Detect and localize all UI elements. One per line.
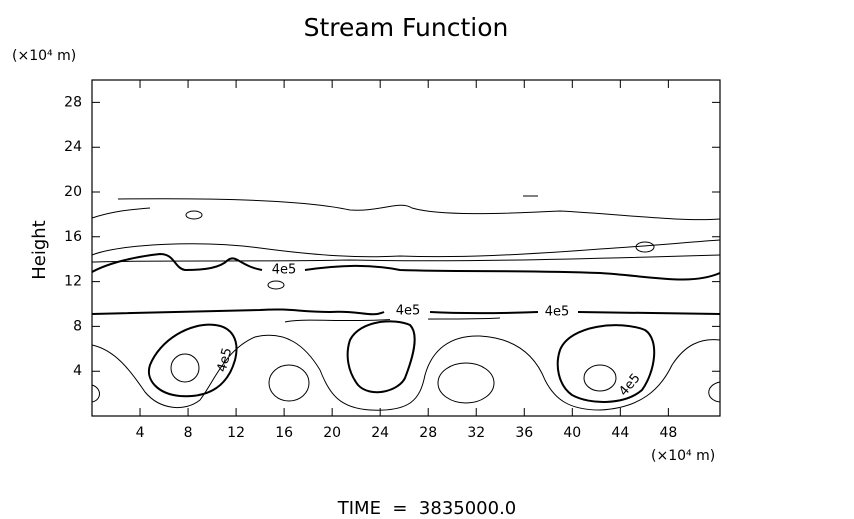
x-tick-label: 40 — [563, 425, 581, 441]
x-tick-label: 36 — [515, 425, 533, 441]
y-tick-label: 12 — [64, 274, 82, 290]
x-tick-label: 16 — [275, 425, 293, 441]
footer: TIME = 3835000.0 — [337, 498, 517, 519]
x-tick-label: 24 — [371, 425, 389, 441]
y-tick-label: 28 — [64, 94, 82, 110]
x-unit: (×10⁴ m) — [651, 448, 715, 464]
y-tick-label: 4 — [73, 363, 82, 379]
chart-title: Stream Function — [304, 13, 509, 42]
x-tick-label: 8 — [184, 425, 193, 441]
contours — [91, 195, 721, 411]
x-tick-label: 48 — [659, 425, 677, 441]
x-tick-label: 32 — [467, 425, 485, 441]
contour-label: 4e5 — [616, 371, 643, 399]
label-gaps — [390, 304, 576, 320]
y-tick-label: 16 — [64, 229, 82, 245]
y-tick-label: 20 — [64, 184, 82, 200]
contour-label: 4e5 — [396, 304, 421, 319]
y-tick-label: 24 — [64, 139, 82, 155]
y-axis-label: Height — [29, 220, 50, 280]
x-tick-label: 12 — [227, 425, 245, 441]
y-tick-label: 8 — [73, 318, 82, 334]
contour-label: 4e5 — [215, 346, 236, 374]
x-tick-label: 44 — [611, 425, 629, 441]
x-tick-label: 4 — [136, 425, 145, 441]
y-unit: (×10⁴ m) — [12, 48, 76, 64]
contour-label: 4e5 — [272, 263, 297, 278]
contour-label: 4e5 — [545, 305, 570, 320]
plot-frame — [91, 79, 721, 417]
x-tick-label: 20 — [323, 425, 341, 441]
x-tick-label: 28 — [419, 425, 437, 441]
